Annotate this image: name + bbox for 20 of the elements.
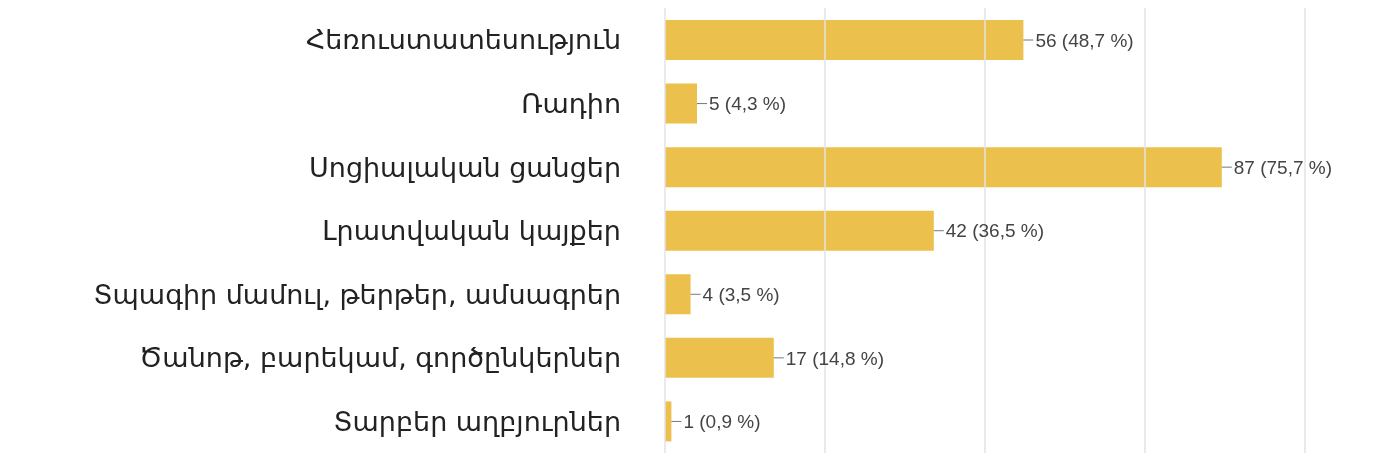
data-label: 42 (36,5 %) xyxy=(945,220,1045,242)
data-label: 5 (4,3 %) xyxy=(709,93,787,115)
y-tick-label: Ծանոթ, բարեկամ, գործընկերներ xyxy=(139,342,621,374)
y-tick-label: Տարբեր աղբյուրներ xyxy=(333,405,621,437)
bar xyxy=(665,20,1024,60)
bar xyxy=(665,83,697,124)
data-label: 1 (0,9 %) xyxy=(683,411,761,433)
data-label: 4 (3,5 %) xyxy=(702,283,780,305)
bar xyxy=(665,147,1222,188)
data-label: 17 (14,8 %) xyxy=(785,347,885,369)
data-label: 56 (48,7 %) xyxy=(1035,29,1134,51)
y-tick-label: Լրատվական կայքեր xyxy=(322,215,621,247)
y-tick-label: Սոցիալական ցանցեր xyxy=(309,151,621,183)
bar xyxy=(665,210,934,251)
y-tick-label: Տպագիր մամուլ, թերթեր, ամսագրեր xyxy=(93,278,621,310)
bar xyxy=(665,337,774,378)
y-tick-label: Ռադիո xyxy=(521,87,621,119)
y-tick-label: Հեռուստատեսություն xyxy=(305,24,621,56)
bar xyxy=(665,274,691,315)
data-label: 87 (75,7 %) xyxy=(1233,156,1333,178)
